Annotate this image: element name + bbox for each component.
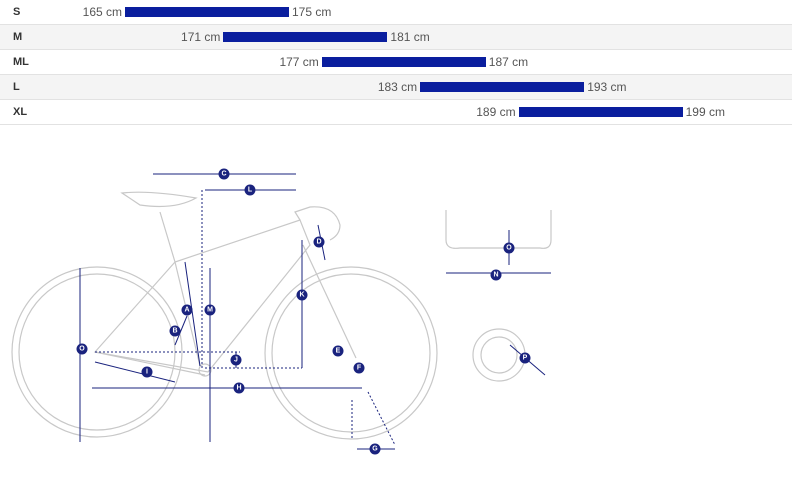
- svg-text:H: H: [236, 385, 241, 392]
- svg-text:L: L: [248, 187, 253, 194]
- handlebar-fork: [294, 206, 357, 359]
- bottom-bracket: [198, 363, 212, 377]
- height-range-bar: [223, 32, 388, 42]
- svg-text:J: J: [234, 357, 238, 364]
- max-height-label: 175 cm: [292, 5, 332, 19]
- size-row-l: L 183 cm 193 cm: [0, 75, 792, 100]
- size-label: ML: [13, 56, 29, 68]
- label-f: F: [353, 362, 365, 374]
- svg-text:P: P: [523, 355, 528, 362]
- svg-text:G: G: [372, 446, 378, 453]
- handlebar-front: [445, 210, 552, 249]
- height-range-bar: [420, 82, 585, 92]
- min-height-label: 165 cm: [82, 5, 122, 19]
- svg-text:N: N: [493, 272, 498, 279]
- size-label: XL: [13, 106, 28, 118]
- label-i: I: [141, 366, 153, 378]
- height-range-bar: [321, 57, 486, 67]
- svg-text:E: E: [336, 348, 341, 355]
- svg-text:C: C: [221, 171, 226, 178]
- label-m: M: [204, 304, 216, 316]
- svg-text:A: A: [184, 307, 189, 314]
- max-height-label: 181 cm: [390, 30, 430, 44]
- label-o: O: [76, 343, 88, 355]
- rear-wheel: [11, 266, 183, 438]
- label-h: H: [233, 382, 245, 394]
- size-row-m: M 171 cm 181 cm: [0, 25, 792, 50]
- frame: [93, 219, 311, 373]
- svg-text:I: I: [146, 369, 148, 376]
- svg-text:O: O: [506, 245, 512, 252]
- dimension-lines: [79, 173, 551, 450]
- label-k: K: [296, 289, 308, 301]
- bike-outline: [11, 191, 552, 440]
- label-c: C: [218, 168, 230, 180]
- label-a: A: [181, 304, 193, 316]
- label-j: J: [230, 354, 242, 366]
- svg-text:F: F: [357, 365, 362, 372]
- size-row-s: S 165 cm 175 cm: [0, 0, 792, 25]
- label-o-handlebar: O: [503, 242, 515, 254]
- label-e: E: [332, 345, 344, 357]
- svg-text:M: M: [207, 307, 213, 314]
- label-b: B: [169, 325, 181, 337]
- label-p: P: [519, 352, 531, 364]
- size-row-ml: ML 177 cm 187 cm: [0, 50, 792, 75]
- size-row-xl: XL 189 cm 199 cm: [0, 100, 792, 125]
- min-height-label: 183 cm: [377, 80, 418, 94]
- size-label: L: [13, 81, 20, 93]
- label-d: D: [313, 236, 325, 248]
- svg-text:K: K: [299, 292, 304, 299]
- svg-text:B: B: [172, 328, 177, 335]
- min-height-label: 177 cm: [279, 55, 319, 69]
- saddle: [120, 191, 198, 263]
- svg-text:D: D: [316, 239, 321, 246]
- label-l: L: [244, 184, 256, 196]
- min-height-label: 189 cm: [476, 105, 516, 119]
- label-g: G: [369, 443, 381, 455]
- max-height-label: 199 cm: [685, 105, 725, 119]
- height-range-bar: [125, 7, 289, 17]
- max-height-label: 193 cm: [587, 80, 627, 94]
- size-chart: S 165 cm 175 cm M 171 cm 181 cm ML 177 cm …: [0, 0, 792, 125]
- max-height-label: 187 cm: [488, 55, 529, 69]
- label-n: N: [490, 269, 502, 281]
- svg-text:O: O: [79, 346, 85, 353]
- size-label: S: [13, 6, 21, 18]
- min-height-label: 171 cm: [181, 30, 221, 44]
- size-label: M: [13, 31, 23, 43]
- height-range-bar: [518, 107, 683, 117]
- front-wheel: [264, 266, 438, 440]
